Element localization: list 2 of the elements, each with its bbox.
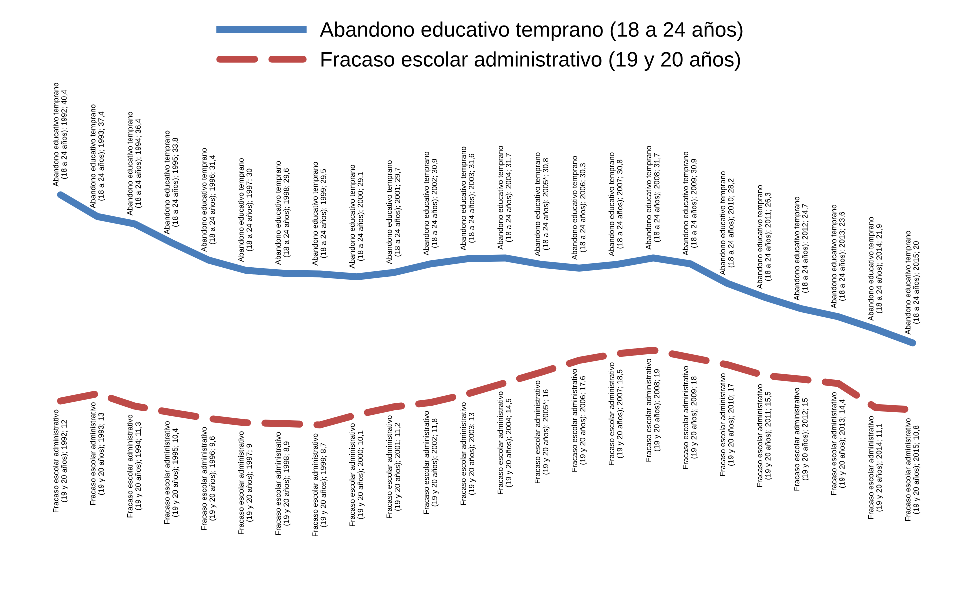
legend-label: Fracaso escolar administrativo (19 y 20 años) bbox=[322, 52, 740, 72]
legend-label: Abandono educativo temprano (18 a 24 años) bbox=[320, 22, 743, 42]
